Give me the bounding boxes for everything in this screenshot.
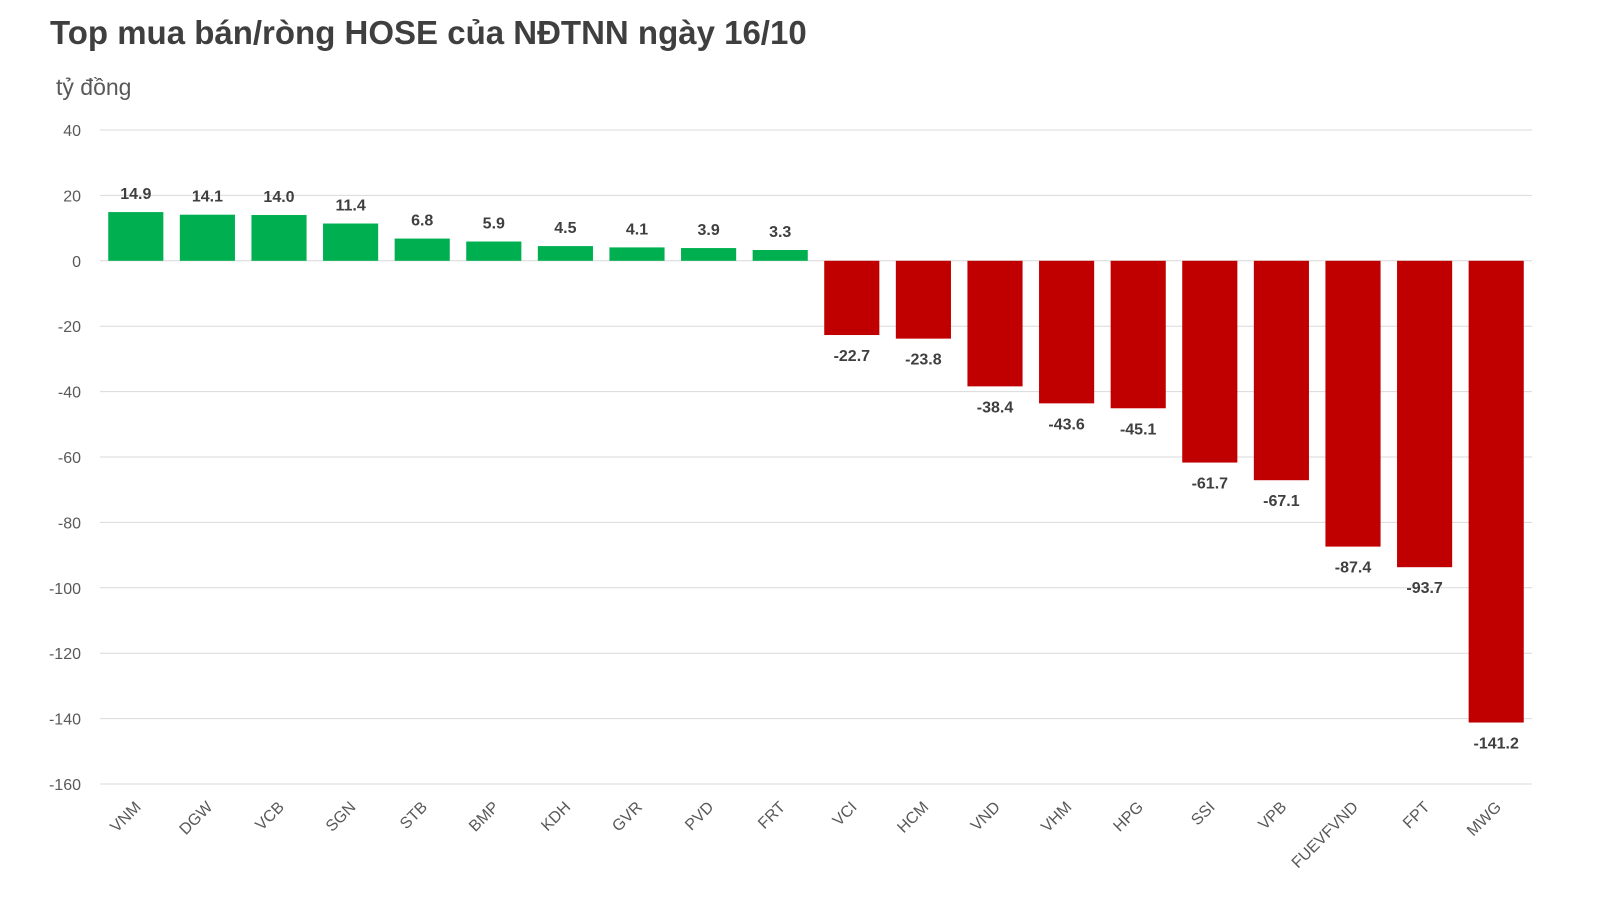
y-tick-label: -20 xyxy=(58,319,81,336)
x-category-label: HCM xyxy=(894,799,932,837)
chart-title: Top mua bán/ròng HOSE của NĐTNN ngày 16/… xyxy=(50,14,807,51)
x-category-label: VPB xyxy=(1256,799,1291,834)
data-label: 5.9 xyxy=(483,216,505,233)
y-tick-label: -80 xyxy=(58,515,81,532)
bar-kdh xyxy=(537,246,593,261)
data-label: -67.1 xyxy=(1263,493,1300,510)
x-category-label: STB xyxy=(397,799,431,833)
bars xyxy=(108,212,1524,723)
y-axis-ticks: 40 20 0 -20 -40 -60 -80 -100 -120 -140 -160 xyxy=(49,123,81,794)
data-label: 14.1 xyxy=(192,189,223,206)
bar-pvd xyxy=(681,248,737,261)
bar-fpt xyxy=(1397,260,1453,568)
y-tick-label: -40 xyxy=(58,385,81,402)
data-label: 6.8 xyxy=(411,213,433,230)
x-category-label: PVD xyxy=(682,799,717,834)
x-category-label: MWG xyxy=(1464,799,1505,840)
y-tick-label: 40 xyxy=(63,123,81,140)
y-tick-label: -140 xyxy=(49,712,81,729)
x-category-label: VND xyxy=(968,799,1004,835)
x-category-label: KDH xyxy=(538,799,574,835)
y-tick-label: -160 xyxy=(49,777,81,794)
x-category-label: SGN xyxy=(323,799,360,836)
gridlines xyxy=(100,129,1532,785)
data-label: -23.8 xyxy=(905,352,942,369)
x-category-label: VCB xyxy=(253,799,288,834)
bar-vnm xyxy=(108,212,164,261)
bar-frt xyxy=(752,250,808,261)
bar-vnd xyxy=(967,260,1023,387)
data-label: 4.1 xyxy=(626,221,648,238)
data-label: -38.4 xyxy=(977,399,1014,416)
x-category-label: FUEVFVND xyxy=(1289,799,1362,872)
x-category-label: GVR xyxy=(609,799,646,836)
data-label: -141.2 xyxy=(1474,736,1519,753)
data-label: -87.4 xyxy=(1335,560,1372,577)
bar-hcm xyxy=(895,260,951,339)
data-label: 11.4 xyxy=(335,198,365,215)
bar-dgw xyxy=(179,214,235,261)
data-label: -43.6 xyxy=(1048,416,1085,433)
bar-mwg xyxy=(1468,260,1524,723)
x-category-label: DGW xyxy=(177,798,217,838)
x-category-label: SSI xyxy=(1188,799,1218,829)
bar-stb xyxy=(394,238,450,261)
x-axis-categories: VNM DGW VCB SGN STB BMP KDH GVR PVD FRT VCI HCM VND V… xyxy=(107,798,1505,872)
bar-bmp xyxy=(466,241,522,261)
data-label: -22.7 xyxy=(834,348,871,365)
bar-gvr xyxy=(609,247,665,261)
x-category-label: VNM xyxy=(107,799,144,836)
y-tick-label: 20 xyxy=(63,188,81,205)
x-category-label: FPT xyxy=(1400,799,1434,833)
data-label: 4.5 xyxy=(554,220,576,237)
bar-ssi xyxy=(1182,260,1238,463)
x-category-label: BMP xyxy=(466,799,503,836)
data-label: 3.9 xyxy=(697,222,719,239)
bar-sgn xyxy=(323,223,379,261)
bar-hpg xyxy=(1110,260,1166,409)
bar-vhm xyxy=(1039,260,1095,404)
x-category-label: HPG xyxy=(1110,799,1147,836)
bar-vpb xyxy=(1253,260,1309,481)
data-labels: 14.9 14.1 14.0 11.4 6.8 5.9 4.5 4.1 3.9 3.3 -22.7 -… xyxy=(120,186,1519,752)
data-label: -93.7 xyxy=(1406,580,1443,597)
x-category-label: VCI xyxy=(830,799,861,830)
x-category-label: FRT xyxy=(755,799,789,833)
bar-vcb xyxy=(251,215,307,261)
bar-vci xyxy=(824,260,880,336)
y-tick-label: -60 xyxy=(58,450,81,467)
data-label: 14.0 xyxy=(263,189,294,206)
bar-fuevfvnd xyxy=(1325,260,1381,547)
data-label: 14.9 xyxy=(120,186,151,203)
y-tick-label: -120 xyxy=(49,646,81,663)
y-tick-label: -100 xyxy=(49,581,81,598)
x-category-label: VHM xyxy=(1038,799,1075,836)
data-label: 3.3 xyxy=(769,224,791,241)
y-tick-label: 0 xyxy=(72,254,81,271)
y-axis-unit-label: tỷ đồng xyxy=(56,74,132,100)
data-label: -45.1 xyxy=(1120,421,1157,438)
data-label: -61.7 xyxy=(1192,476,1229,493)
